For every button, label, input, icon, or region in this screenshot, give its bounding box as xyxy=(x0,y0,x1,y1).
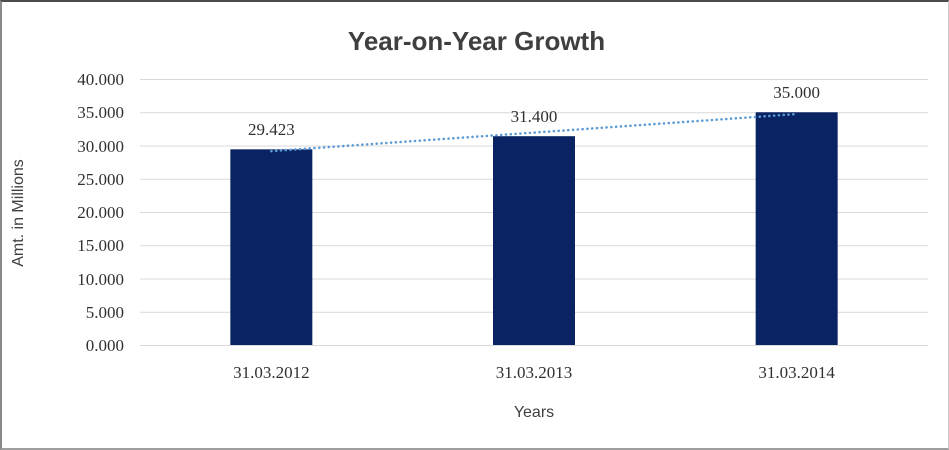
y-axis-title: Amt. in Millions xyxy=(10,159,27,267)
bar-data-label: 31.400 xyxy=(510,107,558,127)
trendline xyxy=(270,112,798,153)
x-category-label: 31.03.2013 xyxy=(495,363,573,382)
y-tick-label: 25.000 xyxy=(77,169,124,189)
bar-31.03.2014 xyxy=(755,112,838,345)
y-tick-label: 10.000 xyxy=(77,269,124,289)
bar-data-label: 29.423 xyxy=(247,120,295,140)
y-tick-label: 40.000 xyxy=(77,70,124,89)
chart-title: Year-on-Year Growth xyxy=(347,26,606,56)
y-tick-label: 20.000 xyxy=(77,203,124,222)
y-tick-label: 15.000 xyxy=(77,236,124,256)
bar-31.03.2013 xyxy=(493,136,575,345)
y-tick-label: 35.000 xyxy=(77,103,124,123)
bar-31.03.2012 xyxy=(230,149,313,345)
x-axis-title: Years xyxy=(513,404,555,421)
x-category-label: 31.03.2014 xyxy=(758,363,835,382)
x-category-label: 31.03.2012 xyxy=(233,363,310,382)
bar-data-label: 35.000 xyxy=(773,83,821,103)
y-tick-label: 0.000 xyxy=(85,336,124,355)
y-tick-label: 30.000 xyxy=(77,136,124,156)
y-tick-label: 5.000 xyxy=(85,302,124,322)
